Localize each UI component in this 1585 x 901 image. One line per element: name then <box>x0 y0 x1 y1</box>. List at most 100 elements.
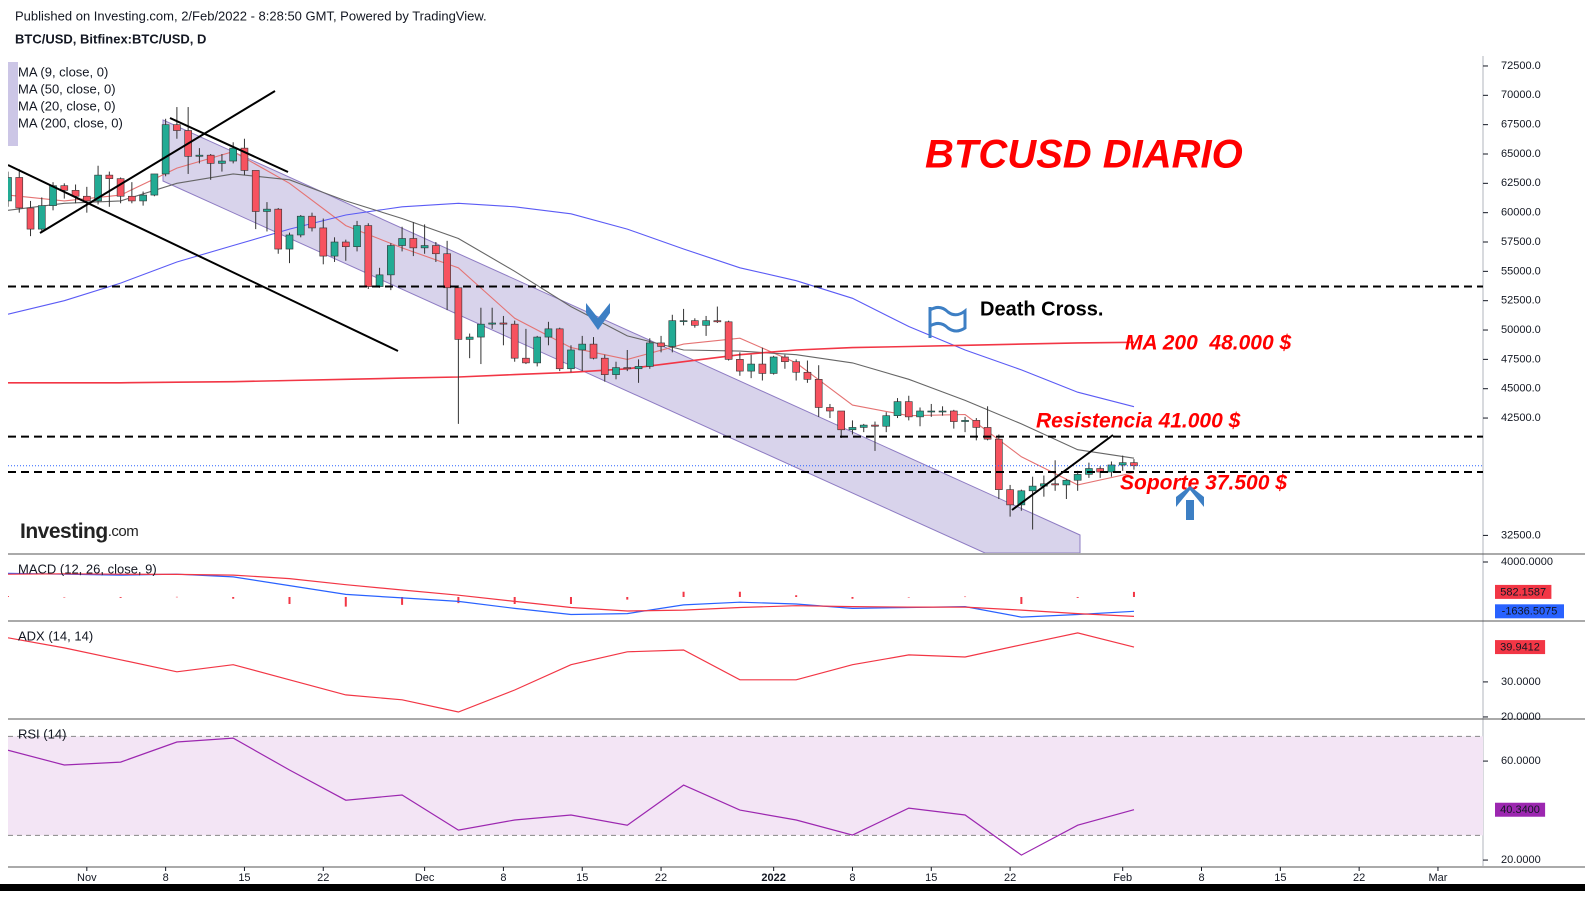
candle-body <box>769 356 778 374</box>
annotation: Death Cross. <box>980 298 1103 320</box>
histogram-bar <box>288 596 291 604</box>
candle-body <box>983 427 992 440</box>
candle-body <box>814 379 823 408</box>
x-tick-label: 8 <box>1198 872 1204 884</box>
candle-body <box>274 208 283 250</box>
y-tick-label: 52500.0 <box>1501 295 1541 307</box>
histogram-bar <box>626 596 629 600</box>
candle-body <box>668 320 677 347</box>
candle-body <box>533 336 541 364</box>
candle-body <box>330 241 339 257</box>
x-tick-label: Nov <box>77 872 97 884</box>
price-marker: -1636.5075 <box>1495 604 1564 619</box>
indicator-line <box>8 573 1135 617</box>
x-tick-label: 22 <box>1004 872 1016 884</box>
pane-title: MACD (12, 26, close, 9) <box>18 561 157 576</box>
candle-body <box>634 366 643 370</box>
candle-body <box>420 245 429 249</box>
candle-body <box>927 410 936 413</box>
candle-body <box>859 424 868 428</box>
legend-bar <box>8 62 18 146</box>
candle-body <box>522 357 530 364</box>
legend-entry: MA (20, close, 0) <box>18 98 116 113</box>
candle-body <box>1073 474 1082 481</box>
histogram-bar <box>175 596 178 598</box>
candle-body <box>938 410 947 413</box>
logo: Investing.com <box>20 520 138 543</box>
candle-body <box>567 349 575 370</box>
candle-body <box>173 124 181 131</box>
candle-body <box>364 225 373 287</box>
candle-body <box>645 342 654 367</box>
candle-body <box>8 177 12 202</box>
candle-body <box>94 174 102 202</box>
pane-title: ADX (14, 14) <box>18 628 93 643</box>
histogram-bar <box>1020 596 1023 604</box>
candle-body <box>837 410 846 431</box>
candle-body <box>600 357 609 375</box>
candle-body <box>702 320 710 326</box>
candle-body <box>758 363 767 374</box>
candle-body <box>612 367 620 375</box>
candle-body <box>308 215 316 229</box>
trend-line <box>1011 434 1114 511</box>
candle-body <box>83 195 91 202</box>
candle-body <box>1028 485 1037 492</box>
candle-body <box>792 361 800 373</box>
candle-body <box>37 205 46 230</box>
candle-body <box>116 178 125 197</box>
y-tick-label: 32500.0 <box>1501 529 1541 541</box>
x-tick-label: Dec <box>415 872 435 884</box>
price-marker: 40.3400 <box>1495 802 1546 817</box>
x-tick-label: Mar <box>1428 872 1447 884</box>
annotation: MA 200 48.000 $ <box>1125 332 1291 355</box>
candle-body <box>916 410 924 418</box>
down-arrow <box>586 303 610 330</box>
candle-body <box>950 410 958 422</box>
y-tick-label: 62500.0 <box>1501 177 1541 189</box>
candle-body <box>893 401 902 416</box>
candle-body <box>341 241 350 248</box>
y-tick-label: 45000.0 <box>1501 383 1541 395</box>
histogram-bar <box>907 596 910 598</box>
candle-body <box>240 147 249 171</box>
y-tick-label: 47500.0 <box>1501 353 1541 365</box>
candle-body <box>1062 479 1071 486</box>
candle-body <box>826 407 834 412</box>
legend-entry: MA (50, close, 0) <box>18 81 116 96</box>
candle-body <box>803 371 812 380</box>
histogram-bar <box>344 596 347 607</box>
y-tick-label: 30.0000 <box>1501 676 1541 688</box>
candle-body <box>60 185 69 191</box>
annotation: Soporte 37.500 $ <box>1120 472 1287 495</box>
candle-body <box>691 320 699 326</box>
candle-body <box>1017 490 1026 506</box>
x-tick-label: 22 <box>1353 872 1365 884</box>
x-tick-label: 2022 <box>761 872 785 884</box>
y-tick-label: 55000.0 <box>1501 265 1541 277</box>
x-tick-label: 8 <box>849 872 855 884</box>
main-pane <box>8 107 1483 530</box>
y-tick-label: 4000.0000 <box>1501 556 1553 568</box>
marker-box <box>1495 640 1546 655</box>
x-tick-label: 22 <box>655 872 667 884</box>
y-tick-label: 20.0000 <box>1501 711 1541 723</box>
candle-body <box>206 154 215 164</box>
candle-body <box>972 420 981 428</box>
legend-entry: MA (9, close, 0) <box>18 64 108 79</box>
candle-body <box>296 215 305 236</box>
rsi-band <box>8 736 1483 836</box>
marker-box <box>1495 604 1564 619</box>
indicator-line <box>8 737 1135 856</box>
candle-body <box>1107 464 1116 473</box>
candle-body <box>961 420 969 422</box>
histogram-bar <box>119 596 122 598</box>
marker-label: -1636.5075 <box>1502 606 1558 618</box>
candle-body <box>353 225 361 248</box>
marker-box <box>1495 584 1552 599</box>
histogram-bar <box>513 596 516 604</box>
candle-body <box>904 401 913 418</box>
histogram-bar <box>682 591 685 597</box>
annotation: Resistencia 41.000 $ <box>1036 410 1241 433</box>
candle-body <box>623 367 632 370</box>
